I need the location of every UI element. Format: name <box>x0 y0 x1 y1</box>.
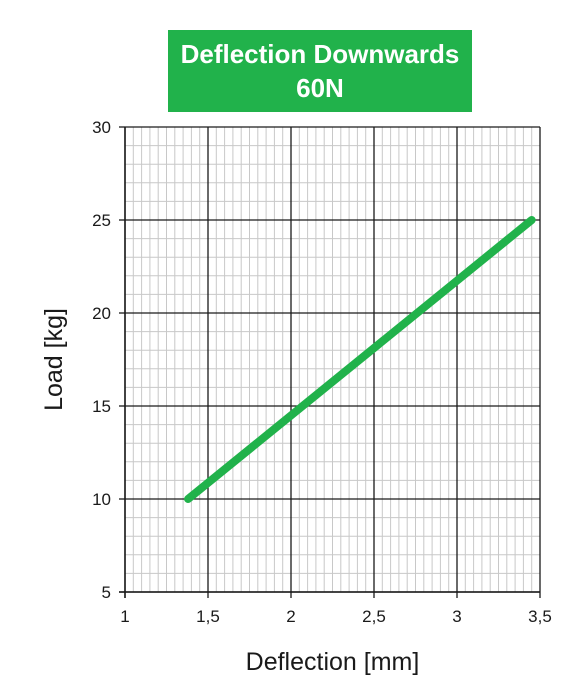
x-tick-label: 1 <box>120 607 129 626</box>
y-tick-label: 30 <box>92 118 111 137</box>
chart-title: Deflection Downwards <box>180 39 460 69</box>
x-tick-label: 2,5 <box>362 607 386 626</box>
minor-grid <box>124 126 541 593</box>
x-tick-label: 3,5 <box>528 607 552 626</box>
x-tick-labels: 1 1,5 2 2,5 3 3,5 <box>120 607 552 626</box>
y-tick-label: 10 <box>92 490 111 509</box>
series-layer <box>184 216 536 503</box>
y-tick-label: 15 <box>92 397 111 416</box>
x-tick-label: 3 <box>452 607 461 626</box>
y-tick-label: 25 <box>92 211 111 230</box>
y-axis-label: Load [kg] <box>40 308 68 411</box>
chart-subtitle: 60N <box>296 73 344 103</box>
y-tick-label: 20 <box>92 304 111 323</box>
axes <box>119 126 541 598</box>
y-tick-labels: 5 10 15 20 25 30 <box>92 118 111 602</box>
chart-title-box: Deflection Downwards 60N <box>168 30 472 112</box>
x-axis-label: Deflection [mm] <box>246 648 420 676</box>
series-line <box>184 216 536 503</box>
y-tick-label: 5 <box>102 583 111 602</box>
x-tick-label: 2 <box>286 607 295 626</box>
x-tick-label: 1,5 <box>196 607 220 626</box>
